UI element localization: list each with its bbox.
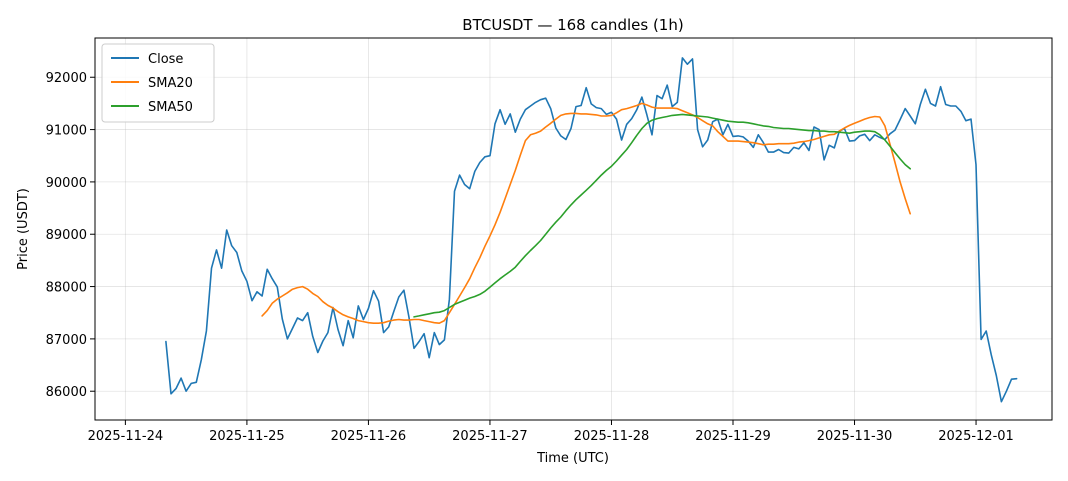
legend-box — [101, 43, 215, 123]
plot-frame — [94, 37, 1053, 421]
series-line-sma50 — [413, 113, 912, 318]
series-line-sma20 — [261, 102, 912, 325]
y-tick-label: 88000 — [46, 281, 87, 296]
y-axis: 86000 87000 88000 89000 90000 91000 92000 — [46, 71, 95, 400]
x-tick-label: 2025-11-28 — [574, 429, 650, 444]
x-tick-label: 2025-11-29 — [695, 429, 771, 444]
x-tick-label: 2025-11-26 — [331, 429, 407, 444]
x-tick-label: 2025-11-25 — [209, 429, 285, 444]
legend: Close SMA20 SMA50 — [101, 43, 215, 123]
x-tick-label: 2025-12-01 — [938, 429, 1014, 444]
legend-label-close: Close — [148, 52, 183, 67]
y-axis-label: Price (USDT) — [16, 188, 31, 270]
x-tick-label: 2025-11-27 — [452, 429, 528, 444]
x-tick-label: 2025-11-24 — [88, 429, 164, 444]
grid — [95, 38, 1052, 420]
x-axis: 2025-11-24 2025-11-25 2025-11-26 2025-11-27… — [88, 420, 1014, 444]
chart-title: BTCUSDT — 168 candles (1h) — [462, 16, 683, 34]
legend-label-sma50: SMA50 — [148, 100, 193, 115]
y-tick-label: 89000 — [46, 228, 87, 243]
y-tick-label: 87000 — [46, 333, 87, 348]
x-tick-label: 2025-11-30 — [817, 429, 893, 444]
y-tick-label: 91000 — [46, 124, 87, 139]
series-lines — [165, 57, 1018, 403]
y-tick-label: 90000 — [46, 176, 87, 191]
y-tick-label: 92000 — [46, 71, 87, 86]
x-axis-label: Time (UTC) — [536, 451, 609, 466]
legend-label-sma20: SMA20 — [148, 76, 193, 91]
series-line-close — [165, 57, 1018, 403]
y-tick-label: 86000 — [46, 385, 87, 400]
